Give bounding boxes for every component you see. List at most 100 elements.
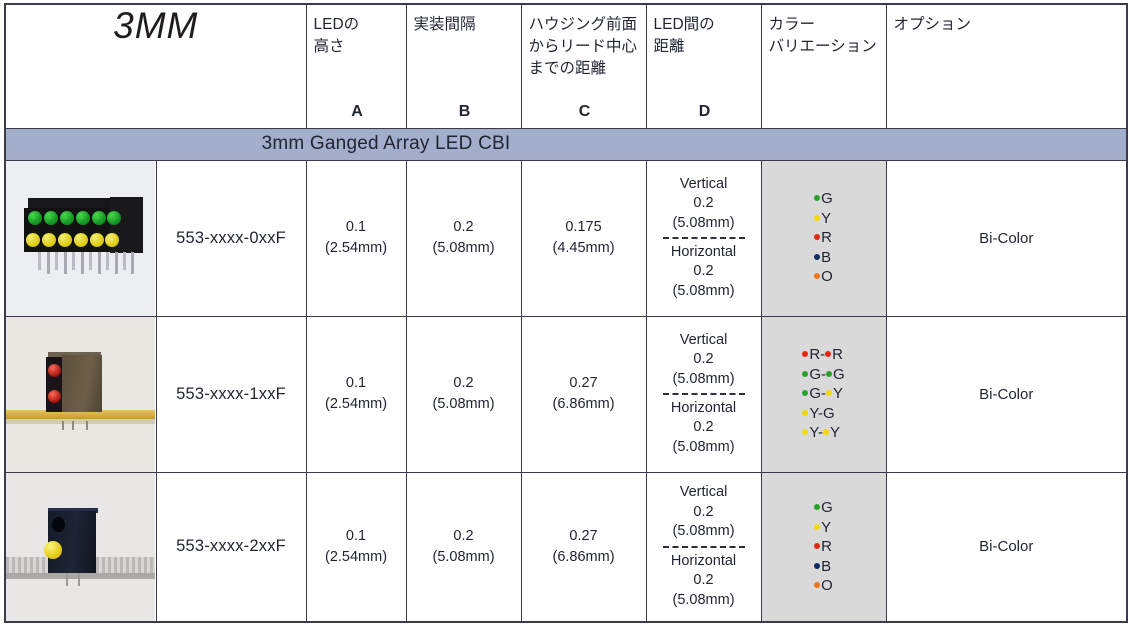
d-vertical-mm: (5.08mm) [672, 523, 735, 540]
column-header-option-lines: オプション [894, 14, 1122, 36]
yellow-dot-icon [814, 214, 821, 221]
dimension-c-inch: 0.27 [569, 375, 598, 392]
dimension-a-mm: (2.54mm) [324, 240, 388, 256]
header-line: 高さ [313, 38, 345, 55]
list-item: B [814, 248, 833, 268]
column-header-c-lines: ハウジング前面 からリード中心 までの距離 [529, 14, 641, 80]
dashed-divider [662, 545, 745, 548]
column-header-d-lines: LED間の 距離 [654, 14, 756, 58]
green-dot-icon [802, 370, 809, 377]
product-photo-cell [4, 315, 157, 473]
header-line: カラー [768, 16, 816, 33]
green-dot-icon [814, 195, 821, 202]
header-line: オプション [893, 16, 972, 33]
d-horizontal-label: Horizontal [670, 552, 737, 569]
color-code: Y [833, 385, 844, 403]
ganged-array-photo [6, 160, 155, 316]
table-row: 553-xxxx-0xxF 0.1 (2.54mm) 0.2 (5.08mm) [4, 159, 1128, 317]
d-vertical-inch: 0.2 [693, 195, 714, 212]
bi-level-yellow-photo [6, 472, 155, 621]
d-horizontal-mm: (5.08mm) [672, 282, 735, 299]
color-code: Y [821, 209, 832, 227]
dimension-c-inch: 0.27 [569, 528, 598, 545]
list-item: Y [814, 518, 833, 538]
column-header-d: LED間の 距離 D [645, 3, 762, 129]
column-letter-d: D [698, 102, 711, 120]
list-item: R- R [802, 345, 844, 365]
color-code: G [821, 190, 833, 208]
color-code: G- [809, 365, 827, 383]
blue-dot-icon [814, 253, 821, 260]
dimension-c-mm: (4.45mm) [552, 240, 615, 256]
dimension-b-mm: (5.08mm) [432, 240, 495, 256]
list-item: G- G [802, 365, 845, 385]
d-horizontal-inch: 0.2 [693, 263, 714, 280]
yellow-dot-icon [814, 523, 821, 530]
list-item: R [814, 228, 833, 248]
dimension-b-mm: (5.08mm) [432, 396, 495, 412]
dimension-c-inch: 0.175 [565, 219, 602, 236]
yellow-dot-icon [826, 390, 833, 397]
d-vertical-mm: (5.08mm) [672, 370, 735, 387]
color-code: R [821, 538, 833, 555]
list-item: G- Y [802, 384, 844, 404]
part-number-cell: 553-xxxx-1xxF [155, 315, 307, 473]
product-photo-cell [4, 471, 157, 623]
d-horizontal-inch: 0.2 [693, 572, 714, 589]
dimension-b-inch: 0.2 [453, 528, 474, 545]
list-item: G [814, 189, 833, 209]
column-header-color-variation: カラー バリエーション [760, 3, 887, 129]
list-item: B [814, 557, 833, 577]
list-item: Y-G [802, 404, 844, 424]
green-dot-icon [802, 390, 809, 397]
led-specification-table: 3MM LEDの 高さ A 実装間隔 [4, 3, 1128, 623]
table-row: 553-xxxx-2xxF 0.1 (2.54mm) 0.2 (5.08mm) [4, 471, 1128, 623]
header-line: ハウジング前面 [528, 16, 638, 33]
blue-dot-icon [814, 562, 821, 569]
color-variation-list: R- R G- G G- Y Y-G Y- Y [802, 345, 845, 443]
red-dot-icon [802, 351, 809, 358]
header-line: バリエーション [768, 38, 877, 55]
red-dot-icon [825, 351, 832, 358]
part-number: 553-xxxx-1xxF [176, 384, 286, 403]
header-line: までの距離 [528, 60, 607, 77]
dimension-c-mm: (6.86mm) [552, 396, 615, 412]
option-cell: Bi-Color [885, 315, 1128, 473]
dimension-b-cell: 0.2 (5.08mm) [405, 315, 522, 473]
part-number: 553-xxxx-2xxF [176, 537, 286, 556]
column-letter-a: A [351, 102, 363, 120]
family-title-cell: 3MM [4, 3, 307, 129]
d-vertical-mm: (5.08mm) [672, 214, 735, 231]
color-code: R- [809, 346, 826, 364]
column-header-b-lines: 実装間隔 [414, 14, 516, 36]
option-label: Bi-Color [979, 538, 1034, 556]
column-header-b: 実装間隔 B [405, 3, 522, 129]
dimension-a-cell: 0.1 (2.54mm) [305, 159, 407, 317]
color-code: R [832, 346, 844, 364]
dimension-a-inch: 0.1 [345, 528, 367, 545]
column-letter-c: C [578, 102, 591, 120]
header-line: LED間の [653, 16, 715, 33]
dimension-a-mm: (2.54mm) [324, 548, 388, 565]
column-header-a-lines: LEDの 高さ [314, 14, 401, 58]
dimension-c-mm: (6.86mm) [552, 548, 615, 565]
dimension-b-inch: 0.2 [453, 375, 474, 392]
header-line: 実装間隔 [413, 16, 476, 33]
d-vertical-label: Vertical [679, 484, 728, 501]
color-variation-cell: G Y R B O [760, 471, 887, 623]
color-code: G [833, 365, 845, 383]
orange-dot-icon [814, 273, 821, 280]
dimension-a-inch: 0.1 [345, 219, 367, 236]
part-number-cell: 553-xxxx-2xxF [155, 471, 307, 623]
d-vertical-label: Vertical [679, 331, 728, 348]
spec-sheet: 3MM LEDの 高さ A 実装間隔 [0, 3, 1128, 634]
list-item: O [814, 267, 833, 287]
dimension-c-cell: 0.175 (4.45mm) [520, 159, 647, 317]
green-dot-icon [826, 370, 833, 377]
part-number: 553-xxxx-0xxF [176, 228, 286, 247]
list-item: O [814, 576, 833, 596]
d-horizontal-label: Horizontal [670, 244, 737, 260]
dashed-divider [662, 393, 745, 395]
green-dot-icon [814, 504, 821, 510]
red-dot-icon [814, 234, 821, 241]
